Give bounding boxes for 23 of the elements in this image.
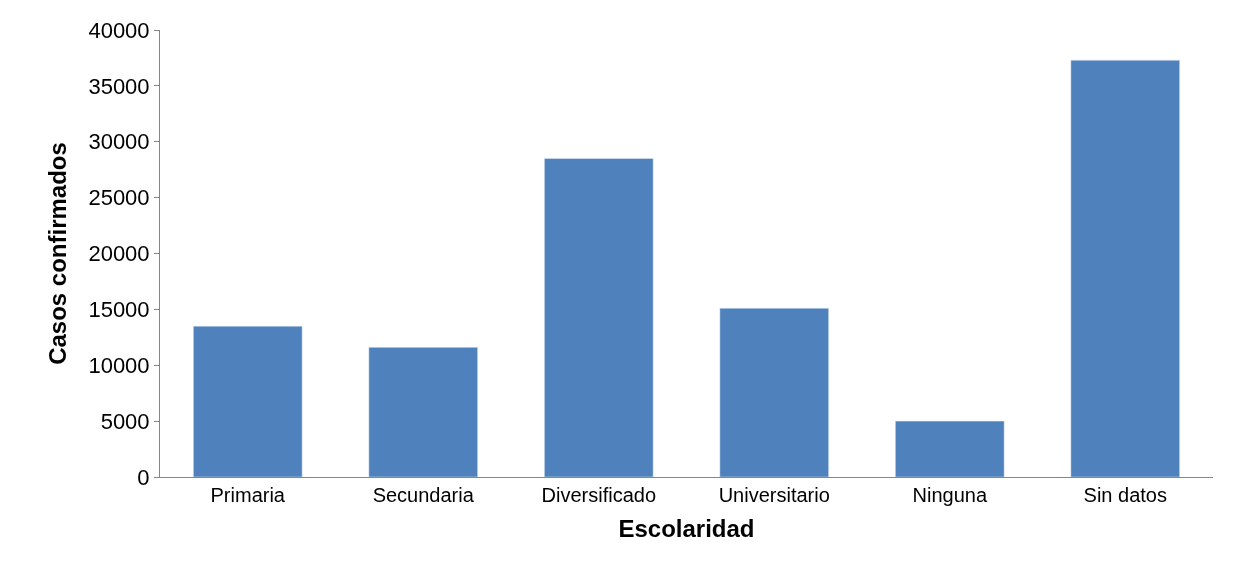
bar: [544, 158, 654, 477]
x-tick-label: Ninguna: [912, 484, 988, 506]
x-axis-title: Escolaridad: [618, 515, 755, 543]
y-tick-label: 30000: [88, 129, 150, 155]
x-tick-label: Primaria: [210, 484, 286, 506]
y-tick-label: 20000: [88, 241, 150, 267]
bar: [1070, 59, 1180, 477]
bar: [193, 325, 303, 477]
bar: [368, 347, 478, 477]
bar: [719, 308, 829, 477]
x-tick-label: Sin datos: [1083, 484, 1167, 506]
y-tick-label: 25000: [88, 185, 150, 211]
x-tick-label: Secundaria: [372, 484, 475, 506]
y-tick-label: 0: [137, 464, 150, 490]
y-tick-label: 15000: [88, 297, 150, 323]
y-tick-label: 5000: [100, 408, 150, 434]
x-tick-label: Diversificado: [541, 484, 656, 506]
y-axis-title: Casos confirmados: [43, 142, 71, 365]
y-tick-label: 35000: [88, 73, 150, 99]
x-tick-label: Universitario: [718, 484, 830, 506]
y-tick-label: 10000: [88, 352, 150, 378]
y-tick-label: 40000: [88, 17, 150, 43]
bar: [895, 420, 1005, 477]
